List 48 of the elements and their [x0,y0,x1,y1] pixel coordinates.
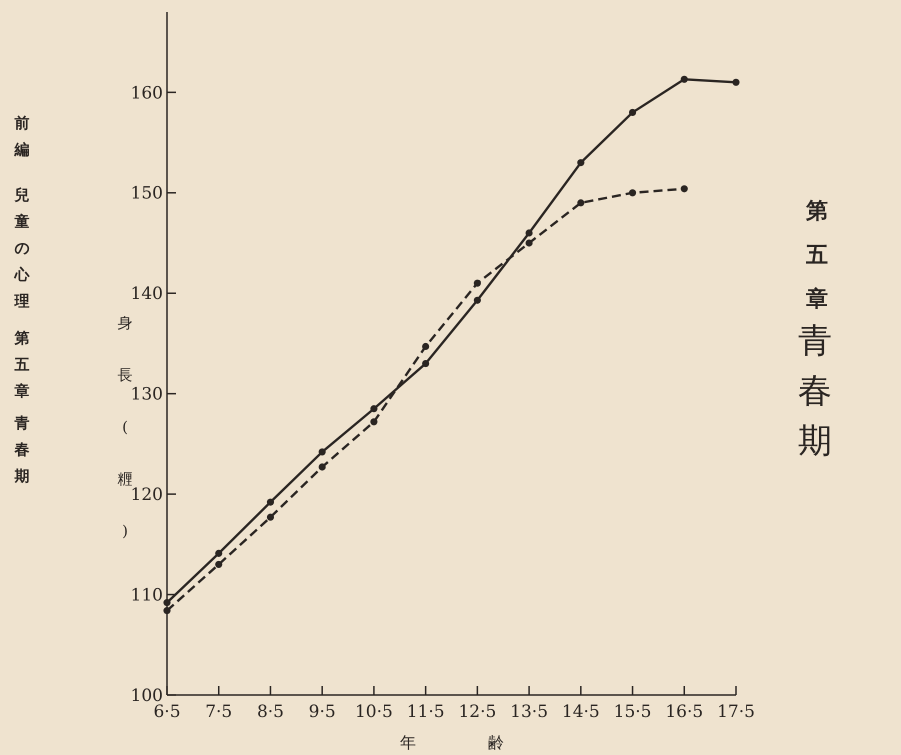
point [422,360,430,368]
x-tick-label: 13·5 [510,702,548,722]
y-tick-label: 140 [130,284,163,304]
x-tick-label: 16·5 [665,702,704,722]
point [163,599,171,606]
point [370,418,378,426]
point [628,108,636,116]
y-tick-label: 130 [130,384,163,405]
point [474,280,481,287]
x-tick-label: 15·5 [614,702,652,722]
point [628,189,636,196]
point [266,498,274,506]
x-tick-label: 7·5 [205,702,232,722]
x-tick-label: 14·5 [562,702,600,722]
text: 身長(糎) [118,314,132,540]
point [163,607,171,614]
point [680,76,688,83]
point [422,342,430,350]
y-tick-label: 120 [130,485,163,506]
point [474,296,481,304]
point [215,550,222,557]
x-tick-label: 11·5 [406,702,445,722]
point [526,239,533,247]
text: 年齢 [400,733,504,752]
y-tick-label: 150 [130,184,163,204]
point [318,463,326,471]
point [732,78,740,86]
x-tick-label: 8·5 [256,702,284,722]
y-tick-label: 160 [130,83,163,104]
text: 青春期 [798,321,832,461]
x-tick-label: 10·5 [354,702,393,722]
x-tick-label: 9·5 [308,702,336,722]
text: 青春期 [14,414,30,485]
x-tick-label: 17·5 [717,702,755,722]
text: 第五章 [805,198,828,312]
x-tick-label: 12·5 [458,702,496,722]
point [266,514,274,521]
text: 第五章 [14,329,30,400]
point [318,448,326,456]
text: 前編 [14,114,30,158]
point [577,199,584,206]
point [526,229,533,237]
point [577,159,584,166]
point [680,185,688,192]
y-tick-label: 110 [130,586,163,606]
point [370,405,378,412]
text: 兒童の心理 [14,186,30,310]
point [215,560,222,568]
